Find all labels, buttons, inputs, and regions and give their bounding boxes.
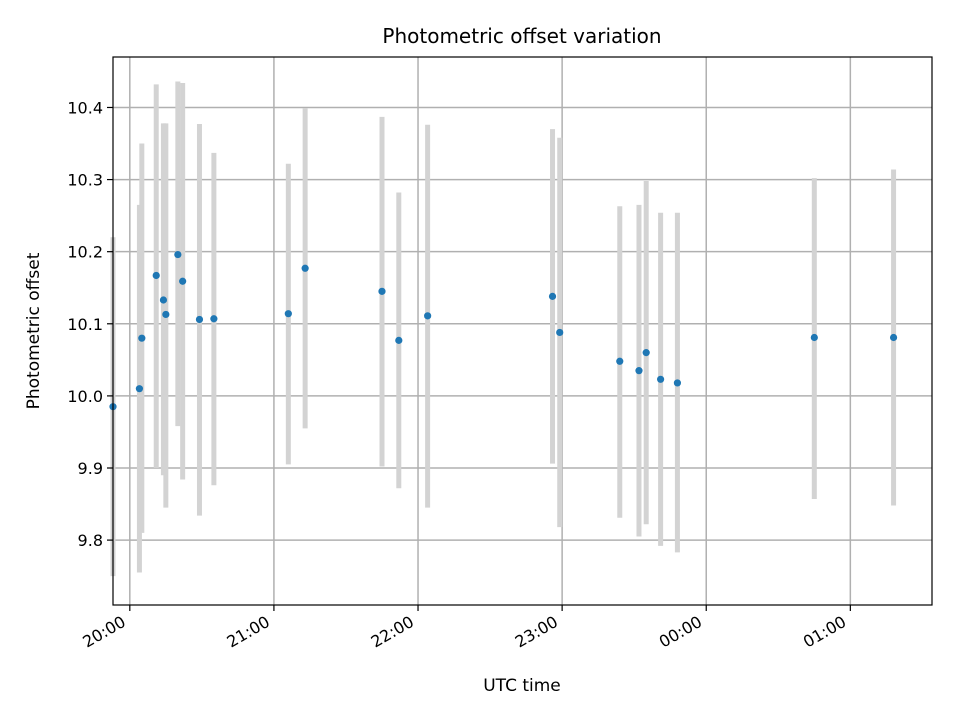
data-point bbox=[657, 375, 665, 383]
x-axis-label: UTC time bbox=[483, 676, 561, 696]
data-point bbox=[673, 379, 682, 387]
data-point bbox=[556, 328, 564, 337]
data-point bbox=[162, 310, 170, 319]
data-point bbox=[195, 315, 204, 324]
y-tick-label: 10.3 bbox=[67, 171, 103, 190]
data-point bbox=[616, 357, 624, 365]
data-point bbox=[301, 264, 309, 272]
data-point bbox=[642, 349, 650, 357]
data-point bbox=[174, 250, 182, 259]
data-point bbox=[810, 333, 818, 342]
data-point bbox=[138, 334, 146, 342]
data-point bbox=[424, 312, 432, 320]
data-point bbox=[395, 336, 403, 344]
data-point bbox=[889, 333, 898, 342]
data-point bbox=[159, 296, 168, 304]
data-point bbox=[378, 287, 386, 295]
y-tick-label: 10.1 bbox=[67, 315, 103, 334]
y-tick-label: 10.0 bbox=[67, 387, 103, 406]
data-point bbox=[284, 310, 292, 318]
y-tick-label: 9.8 bbox=[78, 531, 103, 550]
y-tick-label: 10.4 bbox=[67, 98, 103, 117]
data-point bbox=[152, 271, 160, 280]
data-point bbox=[179, 277, 187, 285]
data-point bbox=[548, 292, 557, 300]
data-point bbox=[135, 385, 144, 393]
data-points bbox=[109, 250, 898, 411]
data-point bbox=[210, 315, 218, 323]
chart-title: Photometric offset variation bbox=[382, 24, 661, 48]
grid bbox=[113, 57, 932, 605]
y-tick-label: 9.9 bbox=[78, 459, 103, 478]
y-axis-label: Photometric offset bbox=[24, 252, 44, 409]
y-axis-ticks: 9.8 9.9 10.0 10.1 10.2 10.3 10.4 bbox=[67, 98, 113, 550]
y-tick-label: 10.2 bbox=[67, 243, 103, 262]
plot-frame bbox=[112, 56, 933, 606]
data-point bbox=[635, 367, 643, 375]
